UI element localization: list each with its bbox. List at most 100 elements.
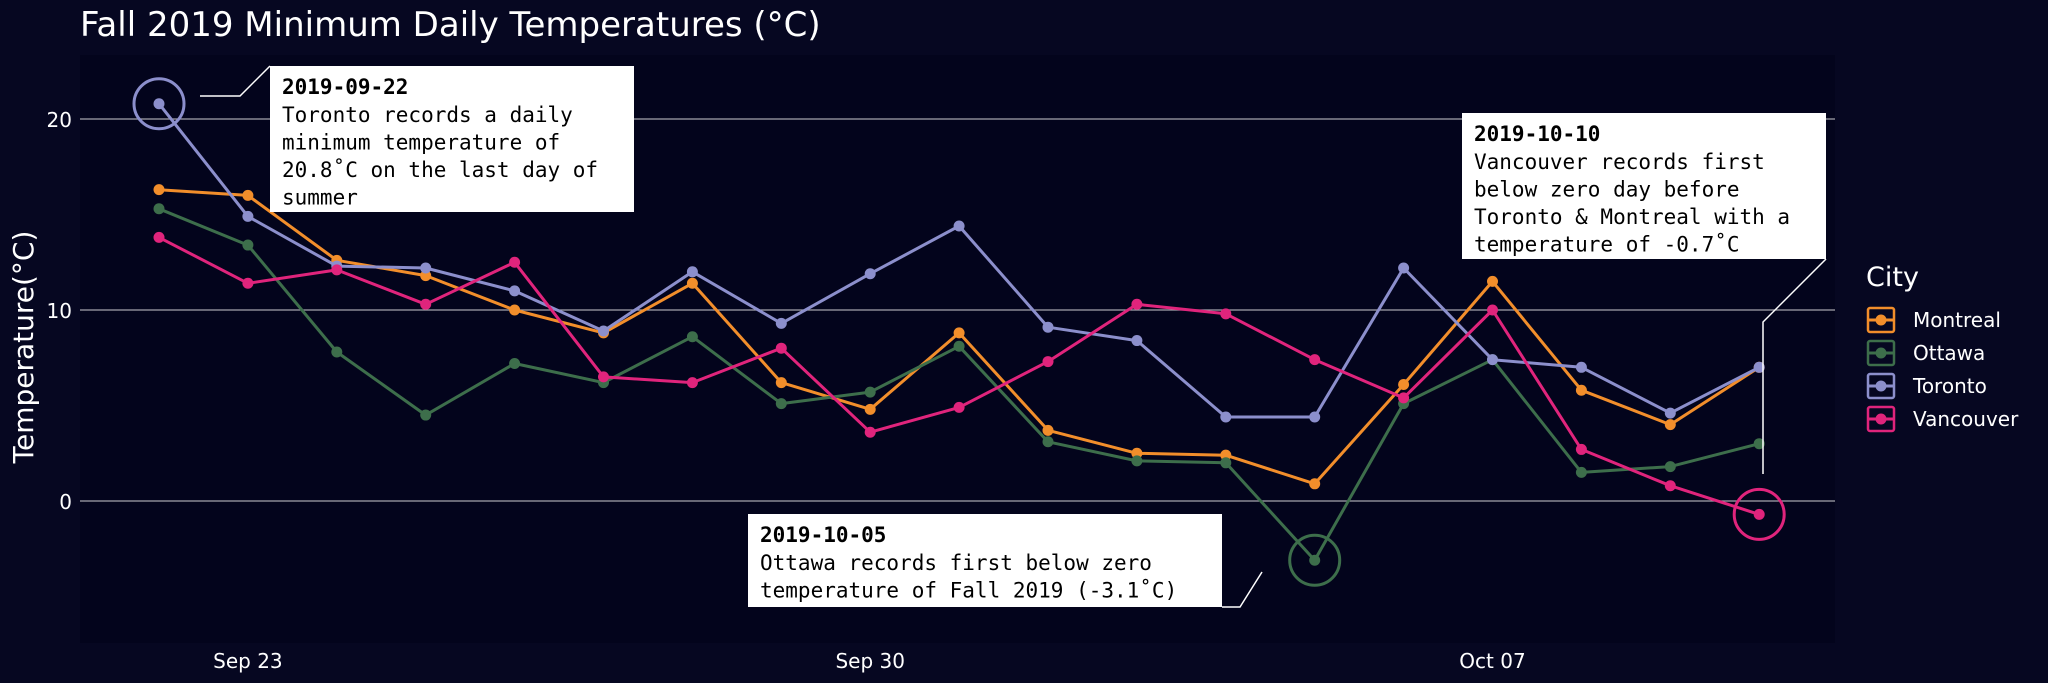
data-point-montreal bbox=[1131, 447, 1143, 459]
data-point-vancouver bbox=[1309, 354, 1321, 366]
annotation-text: summer bbox=[282, 186, 358, 210]
data-point-vancouver bbox=[1042, 356, 1054, 368]
data-point-montreal bbox=[864, 403, 876, 415]
highlight-ring bbox=[1732, 487, 1786, 541]
data-point-ottawa bbox=[864, 386, 876, 398]
data-point-ottawa bbox=[1220, 457, 1232, 469]
legend-swatch-point bbox=[1875, 314, 1887, 326]
data-point-ottawa bbox=[509, 357, 521, 369]
data-point-vancouver bbox=[1487, 304, 1498, 316]
data-point-ottawa bbox=[153, 203, 165, 215]
data-point-ottawa bbox=[1309, 554, 1321, 566]
data-point-montreal bbox=[1398, 378, 1410, 390]
data-point-vancouver bbox=[1398, 392, 1410, 404]
y-axis-label: Temperature(°C) bbox=[7, 231, 40, 465]
data-point-toronto bbox=[1220, 411, 1232, 423]
data-point-montreal bbox=[953, 327, 965, 339]
data-point-montreal bbox=[1487, 275, 1498, 287]
series-vancouver bbox=[153, 231, 1765, 520]
data-point-vancouver bbox=[1753, 508, 1765, 520]
data-point-vancouver bbox=[864, 426, 876, 438]
annotation-text: Ottawa records first below zero bbox=[760, 551, 1152, 575]
data-point-montreal bbox=[1220, 449, 1232, 461]
annotation-heading: 2019-09-22 bbox=[282, 75, 408, 99]
data-point-ottawa bbox=[1664, 461, 1676, 473]
data-point-vancouver bbox=[420, 298, 432, 310]
y-tick-label-0: 0 bbox=[59, 490, 72, 514]
legend-label-toronto: Toronto bbox=[1912, 374, 1987, 398]
data-point-montreal bbox=[153, 184, 165, 196]
data-point-ottawa bbox=[775, 398, 787, 410]
data-point-ottawa bbox=[242, 239, 254, 251]
legend-item-ottawa: Ottawa bbox=[1866, 339, 1985, 367]
annotation-text: minimum temperature of bbox=[282, 131, 560, 155]
legend-item-toronto: Toronto bbox=[1866, 372, 1987, 400]
data-point-toronto bbox=[1131, 335, 1143, 347]
data-point-vancouver bbox=[509, 256, 521, 268]
data-point-montreal bbox=[1042, 424, 1054, 436]
data-point-ottawa bbox=[1131, 455, 1143, 467]
data-point-ottawa bbox=[1575, 466, 1587, 478]
annotation-box bbox=[1462, 113, 1826, 259]
data-point-ottawa bbox=[953, 340, 965, 352]
x-tick-label: Sep 23 bbox=[213, 649, 283, 673]
annotation-text: Toronto records a daily bbox=[282, 103, 573, 127]
legend-label-montreal: Montreal bbox=[1913, 308, 2001, 332]
data-point-toronto bbox=[1575, 361, 1587, 373]
annotation-leader-line bbox=[200, 65, 271, 97]
data-point-montreal bbox=[242, 189, 254, 201]
annotation-box bbox=[748, 514, 1222, 607]
data-point-toronto bbox=[509, 285, 521, 297]
data-point-vancouver bbox=[242, 277, 254, 289]
data-point-vancouver bbox=[1131, 298, 1143, 310]
data-point-ottawa bbox=[1753, 438, 1765, 450]
data-point-vancouver bbox=[1220, 308, 1232, 320]
annotation-ottawa: 2019-10-05 Ottawa records first below zer… bbox=[748, 514, 1342, 608]
data-point-ottawa bbox=[686, 331, 698, 343]
data-point-toronto bbox=[775, 317, 787, 329]
highlight-ring bbox=[1288, 533, 1342, 587]
legend-item-montreal: Montreal bbox=[1866, 306, 2001, 334]
legend-swatch-point bbox=[1875, 380, 1887, 392]
data-point-montreal bbox=[1664, 419, 1676, 431]
data-point-montreal bbox=[686, 277, 698, 289]
legend-title: City bbox=[1866, 262, 1919, 293]
legend-swatch-point bbox=[1875, 413, 1887, 425]
data-point-toronto bbox=[864, 268, 876, 280]
series-layer bbox=[153, 98, 1765, 566]
annotation-text: Toronto & Montreal with a bbox=[1474, 205, 1790, 229]
data-point-toronto bbox=[1042, 321, 1054, 333]
annotation-layer: 2019-09-22 Toronto records a daily minimum… bbox=[132, 65, 1827, 608]
data-point-ottawa bbox=[420, 409, 432, 421]
legend-swatch-point bbox=[1875, 347, 1887, 359]
legend-label-ottawa: Ottawa bbox=[1913, 341, 1985, 365]
annotation-text: 20.8˚C on the last day of bbox=[282, 158, 598, 182]
axis-layer: 0 10 20 Sep 23 Sep 30 Oct 07 bbox=[47, 108, 1526, 673]
data-point-ottawa bbox=[1042, 436, 1054, 448]
data-point-vancouver bbox=[331, 264, 343, 276]
data-point-montreal bbox=[420, 270, 432, 282]
legend: City Montreal Ottawa Toronto Vancouver bbox=[1866, 262, 2019, 433]
annotation-box bbox=[270, 66, 634, 212]
data-point-vancouver bbox=[953, 401, 965, 413]
data-point-vancouver bbox=[775, 342, 787, 354]
data-point-toronto bbox=[153, 98, 165, 110]
data-point-montreal bbox=[509, 304, 521, 316]
data-point-toronto bbox=[1309, 411, 1321, 423]
annotation-leader-line bbox=[1762, 258, 1827, 474]
annotation-vancouver: 2019-10-10 Vancouver records first below z… bbox=[1462, 113, 1827, 541]
data-point-toronto bbox=[420, 262, 432, 274]
x-tick-label: Oct 07 bbox=[1459, 649, 1525, 673]
data-point-toronto bbox=[1487, 354, 1498, 366]
legend-item-vancouver: Vancouver bbox=[1866, 405, 2019, 433]
data-point-vancouver bbox=[1575, 443, 1587, 455]
annotation-heading: 2019-10-10 bbox=[1474, 122, 1600, 146]
data-point-toronto bbox=[1753, 361, 1765, 373]
data-point-vancouver bbox=[598, 371, 609, 383]
data-point-toronto bbox=[953, 220, 965, 232]
annotation-text: Vancouver records first bbox=[1474, 150, 1765, 174]
y-tick-label-10: 10 bbox=[47, 299, 72, 323]
annotation-text: temperature of Fall 2019 (-3.1˚C) bbox=[760, 579, 1177, 603]
